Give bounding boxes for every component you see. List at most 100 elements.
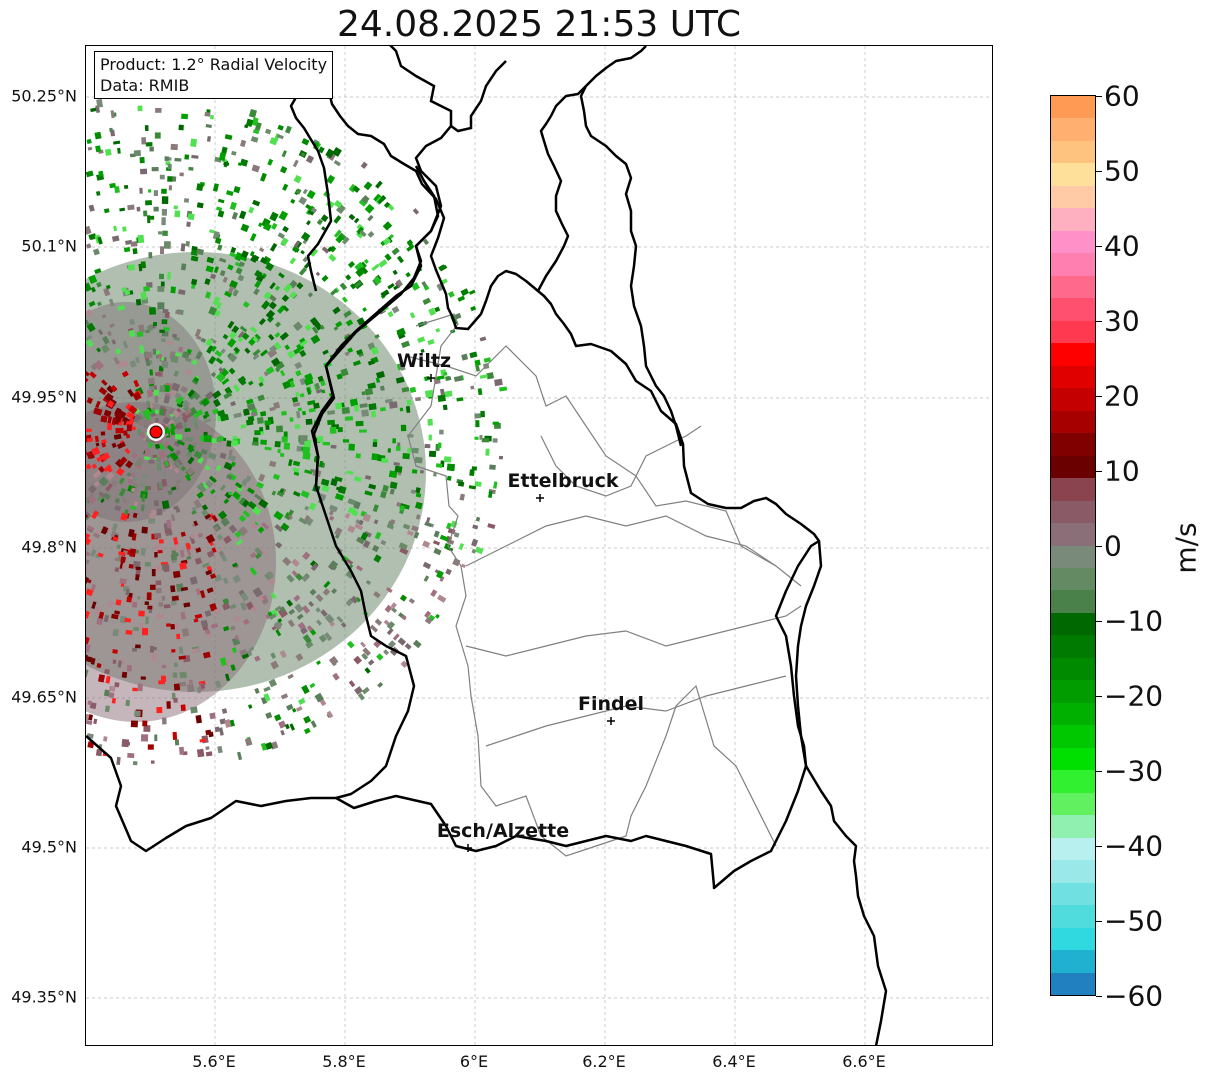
colorbar-band: [1051, 455, 1095, 479]
colorbar-tick-minus-50: −50: [1104, 904, 1164, 938]
colorbar-band: [1051, 747, 1095, 771]
colorbar-band: [1051, 275, 1095, 299]
colorbar-unit-label: m/s: [1169, 522, 1203, 574]
canton-borders: [465, 605, 802, 657]
canton-borders: [485, 675, 787, 747]
city-label-wiltz: Wiltz: [396, 350, 452, 372]
colorbar-band: [1051, 500, 1095, 524]
city-markers: [427, 374, 615, 852]
product-label: Product: 1.2° Radial Velocity: [100, 55, 328, 74]
data-source-label: Data: RMIB: [100, 76, 190, 95]
colorbar-band: [1051, 905, 1095, 929]
colorbar-band: [1051, 545, 1095, 569]
radar-site: [147, 423, 165, 441]
colorbar-band: [1051, 972, 1095, 995]
colorbar-band: [1051, 882, 1095, 906]
colorbar-band: [1051, 478, 1095, 502]
colorbar-tickmark: [1096, 921, 1102, 922]
colorbar-tick-20: 20: [1104, 379, 1140, 413]
colorbar-band: [1051, 860, 1095, 884]
colorbar-band: [1051, 140, 1095, 164]
canton-borders: [465, 515, 777, 567]
colorbar-band: [1051, 343, 1095, 367]
colorbar-tickmark: [1096, 621, 1102, 622]
colorbar-band: [1051, 523, 1095, 547]
colorbar-band: [1051, 590, 1095, 614]
colorbar-tick-50: 50: [1104, 154, 1140, 188]
city-label-esch-alzette: Esch/Alzette: [436, 820, 570, 842]
colorbar-band: [1051, 927, 1095, 951]
lon-label-6-2: 6.2°E: [582, 1052, 626, 1071]
colorbar-tick-minus-10: −10: [1104, 604, 1164, 638]
colorbar-tickmark: [1096, 171, 1102, 172]
colorbar-band: [1051, 320, 1095, 344]
colorbar-band: [1051, 388, 1095, 412]
lon-label-6-4: 6.4°E: [712, 1052, 756, 1071]
colorbar-band: [1051, 163, 1095, 187]
colorbar-band: [1051, 253, 1095, 277]
colorbar-band: [1051, 635, 1095, 659]
colorbar-band: [1051, 950, 1095, 974]
colorbar-tick-0: 0: [1104, 529, 1122, 563]
country-border-luxembourg: [450, 60, 507, 133]
colorbar-tickmark: [1096, 546, 1102, 547]
colorbar-band: [1051, 410, 1095, 434]
colorbar-tick-30: 30: [1104, 304, 1140, 338]
colorbar-band: [1051, 365, 1095, 389]
colorbar-band: [1051, 230, 1095, 254]
colorbar-tick-40: 40: [1104, 229, 1140, 263]
lat-label-50-25: 50.25°N: [11, 86, 77, 106]
canton-borders: [407, 313, 777, 857]
radar-echoes: [86, 98, 508, 766]
map-area[interactable]: [85, 45, 993, 1046]
colorbar-tick-minus-20: −20: [1104, 679, 1164, 713]
city-label-findel: Findel: [577, 693, 645, 715]
colorbar-tickmark: [1096, 471, 1102, 472]
colorbar-tickmark: [1096, 696, 1102, 697]
colorbar-band: [1051, 725, 1095, 749]
colorbar-band: [1051, 770, 1095, 794]
colorbar-band: [1051, 433, 1095, 457]
colorbar-band: [1051, 837, 1095, 861]
colorbar-tick-10: 10: [1104, 454, 1140, 488]
colorbar-tickmark: [1096, 96, 1102, 97]
colorbar-tickmark: [1096, 846, 1102, 847]
lat-label-49-65: 49.65°N: [11, 687, 77, 707]
colorbar-band: [1051, 657, 1095, 681]
colorbar-band: [1051, 612, 1095, 636]
colorbar-tick-minus-60: −60: [1104, 979, 1164, 1013]
radar-map-svg: [86, 46, 992, 1045]
colorbar-band: [1051, 298, 1095, 322]
lon-label-5-8: 5.8°E: [322, 1052, 366, 1071]
colorbar-tickmark: [1096, 771, 1102, 772]
colorbar-band: [1051, 792, 1095, 816]
colorbar-tickmark: [1096, 996, 1102, 997]
colorbar-band: [1051, 208, 1095, 232]
lon-label-5-6: 5.6°E: [192, 1052, 236, 1071]
colorbar-tickmark: [1096, 321, 1102, 322]
colorbar-tick-minus-30: −30: [1104, 754, 1164, 788]
canton-borders: [405, 345, 802, 587]
colorbar-tickmark: [1096, 396, 1102, 397]
product-info-box: Product: 1.2° Radial Velocity Data: RMIB: [94, 51, 334, 99]
colorbar-band: [1051, 680, 1095, 704]
lon-label-6: 6°E: [459, 1052, 489, 1071]
colorbar-band: [1051, 567, 1095, 592]
lat-label-49-95: 49.95°N: [11, 387, 77, 407]
colorbar-tick-minus-40: −40: [1104, 829, 1164, 863]
colorbar-tickmark: [1096, 246, 1102, 247]
lat-label-50-1: 50.1°N: [21, 236, 77, 256]
colorbar-band: [1051, 702, 1095, 726]
city-label-ettelbruck: Ettelbruck: [507, 470, 619, 492]
velocity-colorbar: [1050, 95, 1096, 996]
lat-label-49-35: 49.35°N: [11, 987, 77, 1007]
colorbar-band: [1051, 96, 1095, 120]
map-title: 24.08.2025 21:53 UTC: [336, 4, 742, 45]
lat-label-49-5: 49.5°N: [21, 837, 77, 857]
colorbar-band: [1051, 815, 1095, 839]
colorbar-band: [1051, 118, 1095, 142]
colorbar-tick-60: 60: [1104, 79, 1140, 113]
lon-label-6-6: 6.6°E: [842, 1052, 886, 1071]
colorbar-band: [1051, 185, 1095, 209]
lat-label-49-8: 49.8°N: [21, 537, 77, 557]
